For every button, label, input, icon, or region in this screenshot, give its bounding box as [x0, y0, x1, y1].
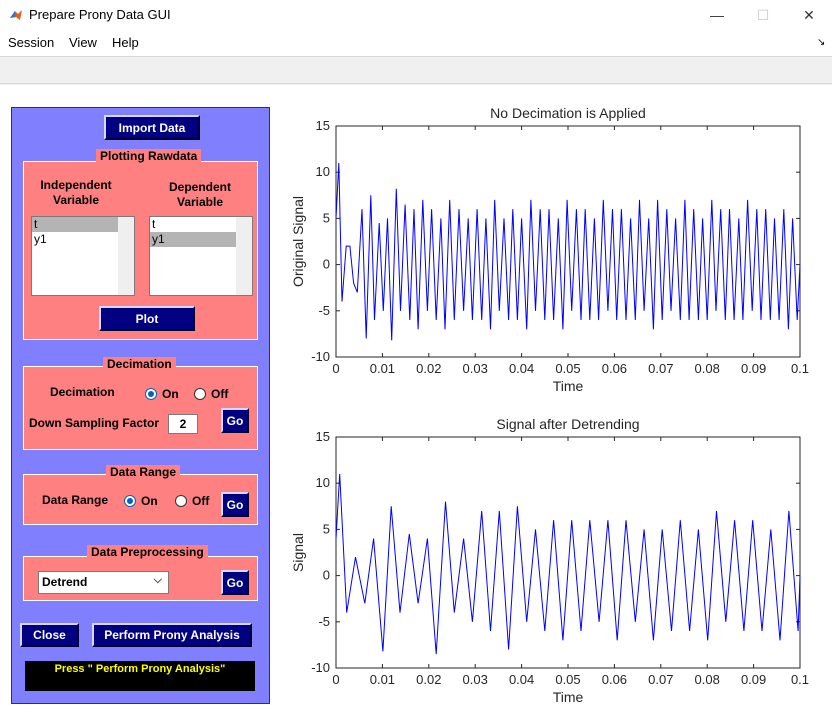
data-range-on-radio[interactable]	[124, 495, 136, 507]
maximize-button[interactable]: ☐	[756, 6, 770, 23]
y-tick-label: 5	[323, 210, 330, 225]
x-tick-label: 0.1	[791, 361, 809, 376]
x-tick-label: 0.09	[741, 672, 766, 687]
y-tick-label: -5	[318, 614, 330, 629]
x-tick-label: 0.05	[555, 361, 580, 376]
data-range-group-title: Data Range	[106, 465, 181, 479]
x-tick-label: 0	[332, 672, 339, 687]
x-tick-label: 0.08	[695, 361, 720, 376]
y-axis-label: Signal	[290, 533, 306, 572]
data-range-off-radio[interactable]	[175, 495, 187, 507]
dependent-variable-list[interactable]: t y1	[149, 216, 253, 296]
down-sampling-factor-label: Down Sampling Factor	[29, 416, 160, 430]
independent-label: Independent Variable	[40, 178, 112, 207]
y-tick-label: -10	[311, 349, 330, 364]
plot-axes-box	[335, 125, 801, 358]
x-tick-label: 0.05	[555, 672, 580, 687]
chevron-down-icon: ⌵	[153, 574, 162, 586]
title-bar: Prepare Prony Data GUI — ☐ ✕	[0, 0, 832, 30]
x-tick-label: 0.07	[648, 672, 673, 687]
toolbar	[0, 56, 832, 84]
decimation-group-title: Decimation	[103, 357, 176, 371]
decimation-on-label: On	[162, 387, 179, 401]
scrollbar[interactable]	[118, 217, 134, 295]
data-range-label: Data Range	[42, 493, 109, 507]
minimize-button[interactable]: —	[710, 7, 724, 23]
y-tick-label: 0	[323, 568, 330, 583]
list-item[interactable]: t	[152, 217, 156, 231]
data-range-go-button[interactable]: Go	[221, 492, 249, 517]
independent-variable-list[interactable]: t y1	[31, 216, 135, 296]
x-tick-label: 0.03	[463, 361, 488, 376]
decimation-on-radio[interactable]	[145, 388, 157, 400]
signal-line	[335, 473, 801, 655]
y-tick-label: 5	[323, 521, 330, 536]
plots: 0 0.01 0.02 0.03 0.04 0.05 0.06 0.07 0.08 0.09 0.1…	[290, 105, 809, 705]
preprocessing-method-value: Detrend	[42, 575, 88, 589]
x-tick-label: 0.04	[509, 672, 534, 687]
plot-title: Signal after Detrending	[496, 416, 639, 432]
data-range-on-label: On	[141, 494, 158, 508]
menu-session[interactable]: Session	[8, 35, 55, 50]
x-tick-label: 0.04	[509, 361, 534, 376]
x-tick-label: 0.09	[741, 361, 766, 376]
y-tick-label: 10	[316, 164, 330, 179]
list-item[interactable]: t	[32, 217, 118, 232]
preprocessing-method-select[interactable]: Detrend ⌵	[38, 571, 169, 594]
x-tick-label: 0.06	[602, 672, 627, 687]
matlab-icon	[10, 10, 22, 20]
x-tick-label: 0.01	[370, 672, 395, 687]
x-tick-label: 0.1	[791, 672, 809, 687]
detrended-signal-plot: 0 0.01 0.02 0.03 0.04 0.05 0.06 0.07 0.08 0.09 0.1…	[290, 416, 809, 705]
y-tick-label: 0	[323, 257, 330, 272]
plotting-group-title: Plotting Rawdata	[96, 149, 202, 163]
signal-line	[335, 162, 801, 341]
original-signal-plot: 0 0.01 0.02 0.03 0.04 0.05 0.06 0.07 0.08 0.09 0.1…	[290, 105, 809, 394]
data-range-off-label: Off	[192, 494, 210, 508]
x-tick-label: 0.01	[370, 361, 395, 376]
y-tick-label: -5	[318, 303, 330, 318]
close-button[interactable]: Close	[20, 623, 79, 647]
x-axis-label: Time	[553, 689, 584, 705]
window-title: Prepare Prony Data GUI	[29, 7, 171, 22]
list-item[interactable]: y1	[34, 232, 47, 246]
x-tick-label: 0.07	[648, 361, 673, 376]
menu-help[interactable]: Help	[112, 35, 139, 50]
menu-view[interactable]: View	[69, 35, 97, 50]
down-sampling-factor-input[interactable]: 2	[168, 414, 198, 434]
preprocessing-go-button[interactable]: Go	[221, 570, 249, 595]
status-message: Press " Perform Prony Analysis"	[25, 661, 255, 691]
x-tick-label: 0.03	[463, 672, 488, 687]
close-window-button[interactable]: ✕	[803, 6, 815, 23]
decimation-group	[23, 366, 258, 450]
decimation-off-label: Off	[211, 387, 229, 401]
plot-axes-box	[335, 436, 801, 669]
y-tick-label: 10	[316, 475, 330, 490]
x-tick-label: 0.06	[602, 361, 627, 376]
x-tick-label: 0	[332, 361, 339, 376]
scrollbar[interactable]	[236, 217, 252, 295]
plot-button[interactable]: Plot	[99, 306, 195, 331]
preprocessing-group-title: Data Preprocessing	[87, 545, 208, 559]
x-tick-label: 0.02	[416, 672, 441, 687]
x-axis-label: Time	[553, 378, 584, 394]
x-tick-label: 0.08	[695, 672, 720, 687]
decimation-label: Decimation	[50, 385, 115, 399]
perform-prony-analysis-button[interactable]: Perform Prony Analysis	[92, 623, 252, 647]
decimation-go-button[interactable]: Go	[221, 408, 249, 433]
list-item[interactable]: y1	[150, 232, 236, 247]
plot-title: No Decimation is Applied	[490, 105, 646, 121]
y-tick-label: -10	[311, 660, 330, 675]
y-tick-label: 15	[316, 118, 330, 133]
import-data-button[interactable]: Import Data	[104, 115, 200, 140]
dock-arrow-icon[interactable]: ↘	[817, 37, 826, 48]
decimation-off-radio[interactable]	[194, 388, 206, 400]
menu-bar: Session View Help ↘	[0, 30, 832, 56]
x-tick-label: 0.02	[416, 361, 441, 376]
y-tick-label: 15	[316, 429, 330, 444]
dependent-label: Dependent Variable	[168, 180, 231, 209]
y-axis-label: Original Signal	[290, 196, 306, 287]
